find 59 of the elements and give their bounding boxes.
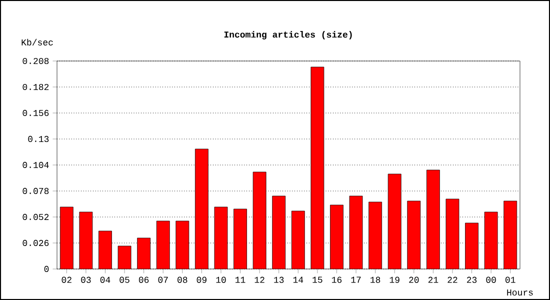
- bar: [98, 230, 112, 269]
- x-tick-label: 10: [216, 276, 226, 283]
- y-tick-label: 0.13: [28, 136, 49, 142]
- x-tick-label: 04: [100, 276, 110, 283]
- bar: [368, 202, 382, 269]
- bar: [252, 172, 266, 269]
- bar: [388, 174, 402, 269]
- x-tick-label: 23: [466, 276, 477, 283]
- bar: [291, 210, 305, 269]
- y-tick-label: 0.078: [22, 188, 49, 194]
- y-tick-label: 0.026: [22, 240, 49, 246]
- x-tick-label: 02: [62, 276, 72, 283]
- y-tick-label: 0.052: [22, 214, 49, 220]
- y-axis-title: Kb/sec: [22, 38, 53, 46]
- y-tick-label: 0: [44, 266, 49, 272]
- bar: [79, 212, 93, 269]
- bar: [60, 206, 74, 269]
- chart-title: Incoming articles (size): [224, 31, 352, 40]
- y-tick-label: 0.208: [22, 58, 49, 64]
- x-tick-label: 12: [254, 276, 264, 283]
- bar: [214, 206, 228, 269]
- x-tick-label: 17: [351, 276, 361, 283]
- x-tick-label: 22: [448, 276, 458, 283]
- x-tick-label: 06: [138, 276, 149, 283]
- x-tick-label: 18: [370, 276, 380, 283]
- bar: [504, 200, 518, 269]
- x-tick-label: 21: [428, 276, 438, 283]
- x-tick-label: 09: [196, 276, 206, 283]
- bar: [176, 220, 190, 269]
- x-tick-label: 19: [390, 276, 400, 283]
- bar: [272, 196, 286, 269]
- x-tick-label: 14: [293, 276, 304, 283]
- x-tick-label: 16: [332, 276, 342, 283]
- x-tick-label: 08: [178, 276, 188, 283]
- bar: [407, 200, 421, 269]
- x-tick-label: 05: [120, 276, 130, 283]
- x-tick-label: 07: [158, 276, 168, 283]
- x-tick-label: 20: [409, 276, 419, 283]
- bar: [330, 204, 344, 269]
- bar: [484, 212, 498, 269]
- x-tick-label: 03: [81, 276, 91, 283]
- bar: [349, 196, 363, 269]
- x-tick-label: 00: [486, 276, 496, 283]
- y-tick-label: 0.104: [22, 162, 49, 168]
- bar: [446, 198, 460, 269]
- x-tick-label: 15: [312, 276, 322, 283]
- bar: [137, 238, 151, 269]
- bar: [465, 222, 478, 269]
- y-tick-label: 0.156: [22, 110, 49, 116]
- x-tick-label: 11: [236, 276, 246, 283]
- bar: [426, 170, 440, 269]
- x-tick-label: 01: [505, 276, 516, 283]
- x-axis-title: Hours: [507, 290, 533, 296]
- y-tick-label: 0.182: [22, 84, 49, 90]
- bar: [194, 148, 208, 269]
- bar: [156, 220, 170, 269]
- x-tick-label: 13: [274, 276, 284, 283]
- bar: [234, 208, 247, 269]
- bar: [310, 66, 324, 269]
